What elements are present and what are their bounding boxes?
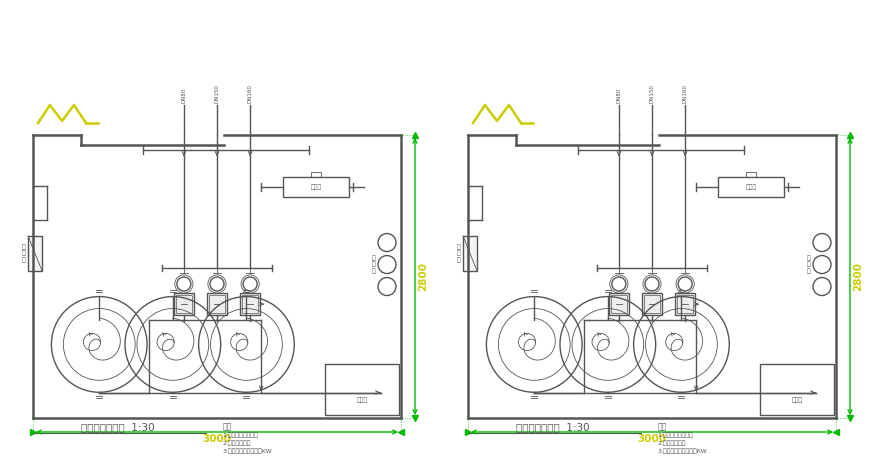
Text: 3.考虑足够电源设备约KW: 3.考虑足够电源设备约KW [657,448,706,453]
Text: 2800: 2800 [852,262,862,291]
Text: 机房平面布置图  1:30: 机房平面布置图 1:30 [515,422,589,432]
Text: 3.考虑足够电源设备约KW: 3.考虑足够电源设备约KW [222,448,272,453]
Text: 机房平面布置图  1:30: 机房平面布置图 1:30 [81,422,155,432]
Bar [641,293,661,315]
Bar [174,293,194,315]
Text: 3000: 3000 [637,434,666,444]
Bar [718,177,784,197]
Bar [207,293,227,315]
Text: 补水箱: 补水箱 [745,184,756,190]
Bar [746,172,755,177]
Bar [676,295,693,313]
Text: 2800: 2800 [417,262,428,291]
Bar [608,293,628,315]
Text: 注：: 注： [657,422,666,431]
Bar [209,295,225,313]
Text: DN160: DN160 [248,84,252,103]
Text: 控
制
箱: 控 制 箱 [21,244,25,263]
Bar [311,172,321,177]
Text: DN80: DN80 [181,88,186,103]
Text: DN80: DN80 [615,88,620,103]
Text: 集水井: 集水井 [356,397,368,402]
Bar [674,293,694,315]
Text: 投
药
器: 投 药 器 [806,255,809,274]
Bar [610,295,627,313]
Bar [462,236,476,271]
Text: 补水箱: 补水箱 [310,184,322,190]
Bar [240,293,260,315]
Bar [643,295,660,313]
Bar [760,364,833,415]
Bar [176,295,192,313]
Text: 2.考虑机房通风: 2.考虑机房通风 [222,440,250,446]
Text: DN160: DN160 [682,84,687,103]
Text: 注：: 注： [222,422,231,431]
Text: 1.机房给水管顶留孔: 1.机房给水管顶留孔 [657,432,693,438]
Text: 投
药
器: 投 药 器 [371,255,375,274]
Bar [242,295,258,313]
Text: 3000: 3000 [202,434,231,444]
Text: 控
制
箱: 控 制 箱 [455,244,460,263]
Text: 2.考虑机房通风: 2.考虑机房通风 [657,440,685,446]
Text: 1.机房给水管顶留孔: 1.机房给水管顶留孔 [222,432,258,438]
Bar [28,236,42,271]
Bar [325,364,399,415]
Bar [283,177,349,197]
Text: 集水井: 集水井 [791,397,802,402]
Text: DN150: DN150 [649,84,653,103]
Text: DN150: DN150 [215,84,219,103]
